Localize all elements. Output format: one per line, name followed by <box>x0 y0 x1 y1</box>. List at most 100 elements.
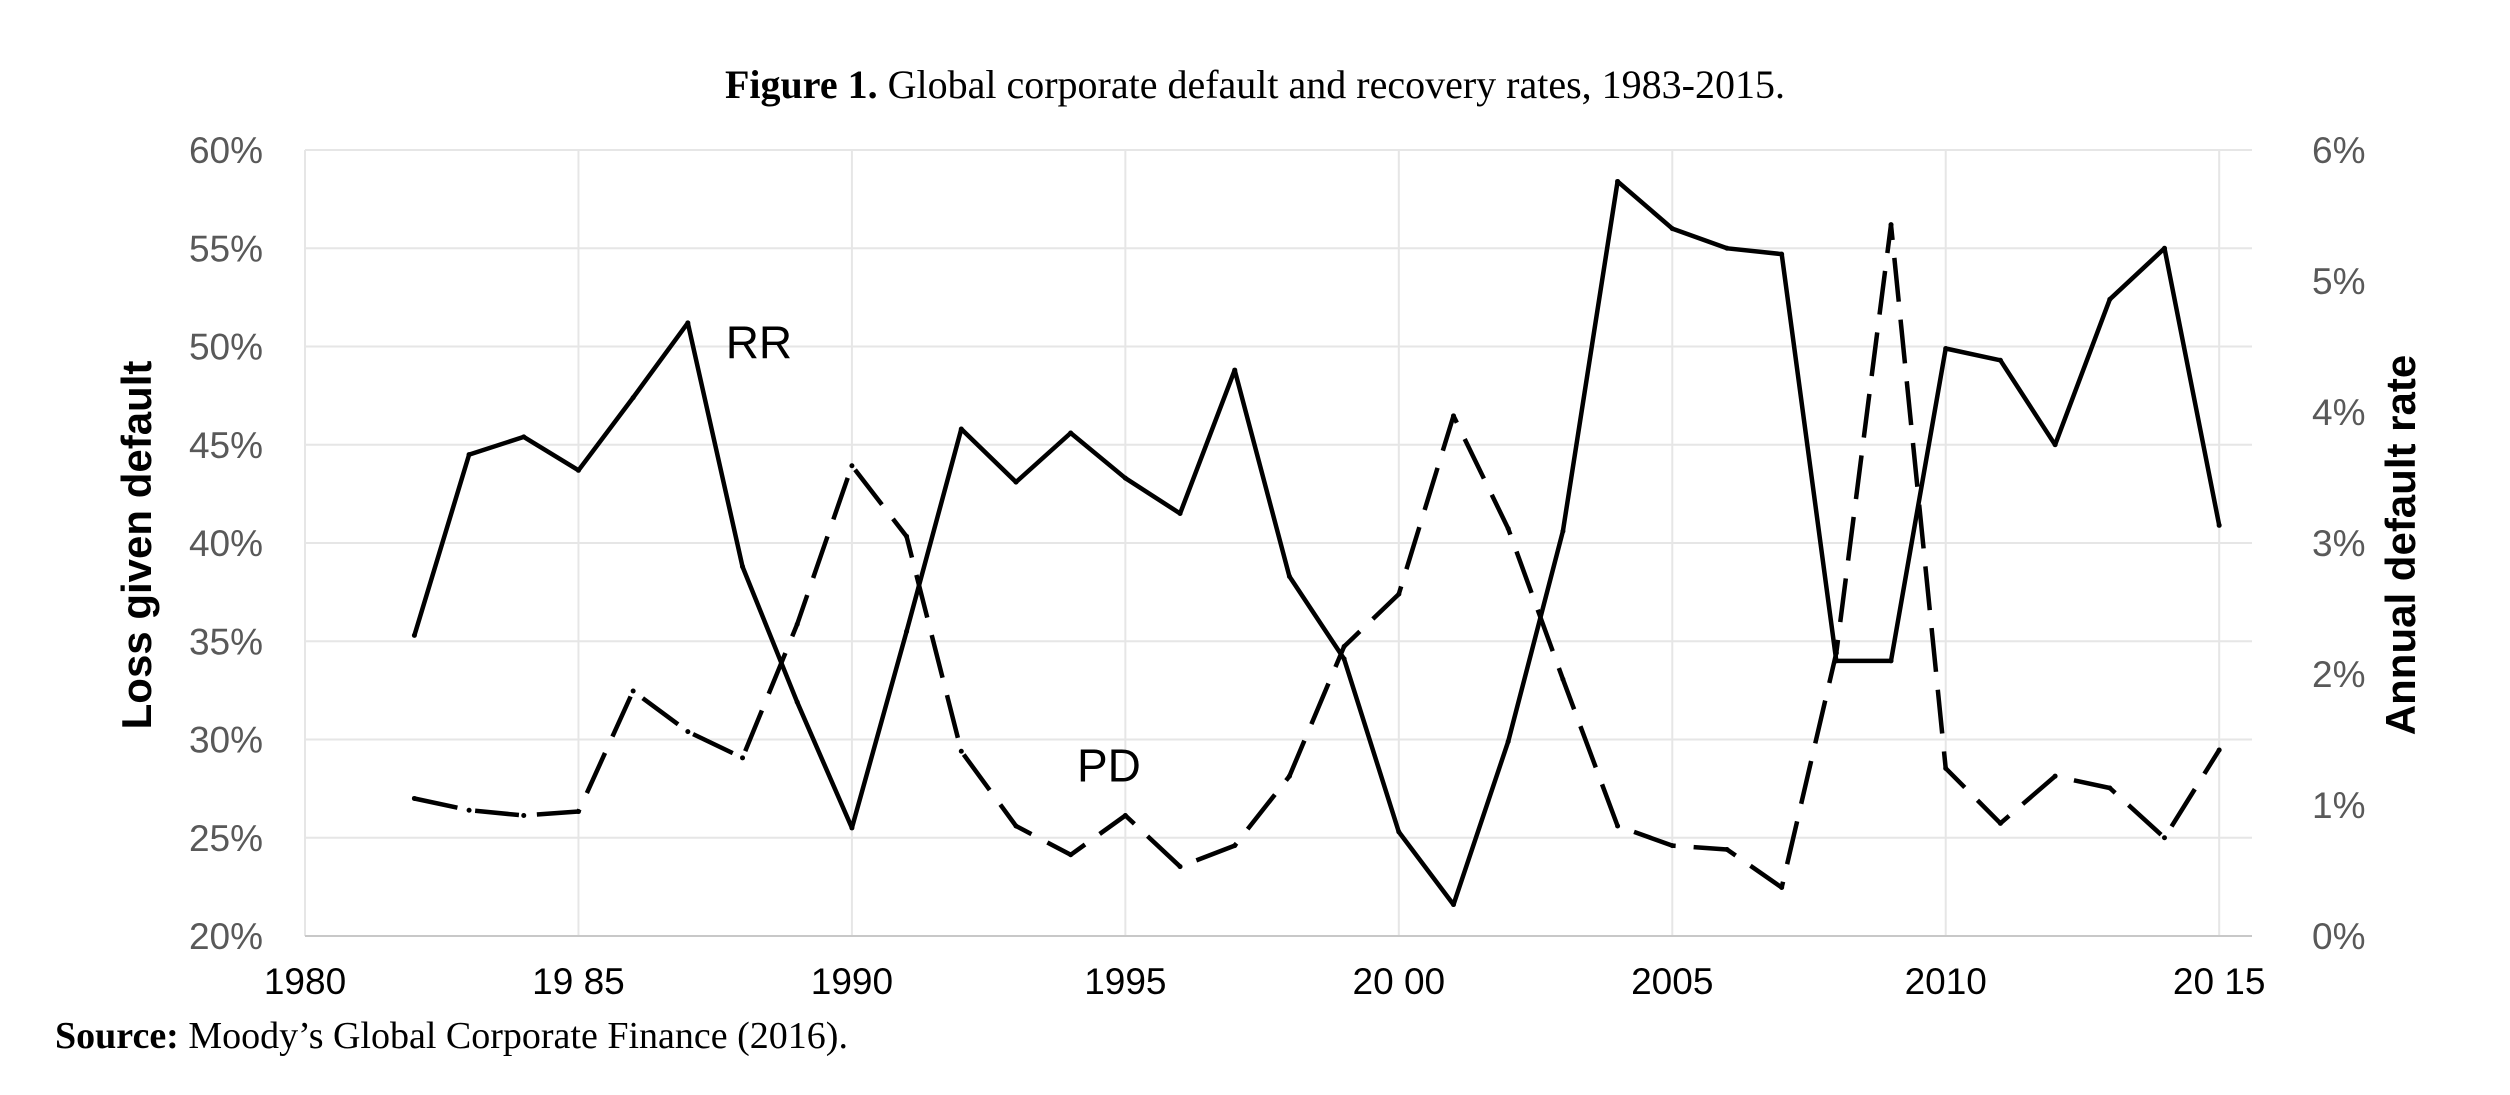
data-point-pd <box>1341 643 1347 649</box>
data-point-rr <box>1724 245 1730 251</box>
right-axis-ticks: 0% 1% 2% 3% 4% 5% 6% <box>2312 130 2365 957</box>
right-tick-label: 1% <box>2312 785 2365 826</box>
data-point-rr <box>2107 296 2113 302</box>
data-point-rr <box>2161 245 2167 251</box>
data-point-pd <box>1833 650 1839 656</box>
left-tick-label: 30% <box>189 720 263 761</box>
figure-title-label: Figure 1. <box>725 62 878 107</box>
data-point-rr <box>575 467 581 473</box>
x-tick-label: 2005 <box>1631 961 1713 1002</box>
data-point-rr <box>1177 511 1183 517</box>
data-point-pd <box>1232 843 1238 849</box>
series-annotations: RR PD <box>726 317 1141 792</box>
data-point-pd <box>575 809 581 815</box>
data-point-rr <box>1451 902 1457 908</box>
data-point-rr <box>1615 178 1621 184</box>
right-tick-label: 4% <box>2312 392 2365 433</box>
data-point-pd <box>411 795 417 801</box>
data-point-rr <box>685 320 691 326</box>
data-point-rr <box>2216 522 2222 528</box>
right-tick-label: 2% <box>2312 654 2365 695</box>
data-point-pd <box>1286 773 1292 779</box>
left-tick-label: 55% <box>189 228 263 269</box>
data-point-pd <box>1888 222 1894 228</box>
series-lines <box>411 178 2222 908</box>
data-point-pd <box>849 463 855 469</box>
data-point-rr <box>1286 573 1292 579</box>
data-point-rr <box>1396 829 1402 835</box>
data-point-rr <box>1341 656 1347 662</box>
data-point-rr <box>1997 357 2003 363</box>
right-tick-label: 0% <box>2312 916 2365 957</box>
data-point-rr <box>849 825 855 831</box>
left-tick-label: 60% <box>189 130 263 171</box>
data-point-rr <box>740 564 746 570</box>
right-tick-label: 3% <box>2312 523 2365 564</box>
data-point-pd <box>958 748 964 754</box>
annotation-rr: RR <box>726 317 792 369</box>
data-point-rr <box>1068 430 1074 436</box>
x-tick-label: 1990 <box>811 961 893 1002</box>
x-tick-label: 20 15 <box>2173 961 2266 1002</box>
data-point-pd <box>2216 747 2222 753</box>
x-tick-label: 1995 <box>1084 961 1166 1002</box>
data-point-pd <box>1177 864 1183 870</box>
data-point-rr <box>630 395 636 401</box>
data-point-rr <box>794 699 800 705</box>
data-point-pd <box>1560 676 1566 682</box>
data-point-pd <box>1122 812 1128 818</box>
left-axis-title: Loss given default <box>113 361 160 730</box>
data-point-pd <box>1068 852 1074 858</box>
data-point-rr <box>411 632 417 638</box>
left-tick-label: 35% <box>189 621 263 662</box>
data-point-rr <box>1669 226 1675 232</box>
annotation-pd: PD <box>1077 740 1141 792</box>
left-tick-label: 50% <box>189 327 263 368</box>
data-point-pd <box>794 621 800 627</box>
gridlines <box>304 149 2252 936</box>
data-point-pd <box>1505 526 1511 532</box>
left-tick-label: 45% <box>189 425 263 466</box>
data-point-rr <box>1779 251 1785 257</box>
data-point-rr <box>466 452 472 458</box>
source-label: Source: <box>55 1015 179 1057</box>
data-point-pd <box>466 807 472 813</box>
data-point-pd <box>2161 835 2167 841</box>
data-point-rr <box>1232 367 1238 373</box>
right-axis-title: Annual default rate <box>2377 355 2424 735</box>
x-axis-ticks: 1980 19 85 1990 1995 20 00 2005 2010 20 15 <box>264 961 2266 1002</box>
data-point-rr <box>521 434 527 440</box>
x-tick-label: 20 00 <box>1353 961 1446 1002</box>
data-point-rr <box>958 426 964 432</box>
data-point-pd <box>685 729 691 735</box>
data-point-pd <box>740 755 746 761</box>
data-point-pd <box>1724 847 1730 853</box>
data-point-pd <box>1779 885 1785 891</box>
x-tick-label: 19 85 <box>532 961 625 1002</box>
data-point-rr <box>1888 658 1894 664</box>
data-point-pd <box>1669 843 1675 849</box>
data-point-rr <box>1505 738 1511 744</box>
data-point-rr <box>904 628 910 634</box>
data-point-rr <box>1560 528 1566 534</box>
data-point-pd <box>630 688 636 694</box>
data-point-pd <box>1451 413 1457 419</box>
figure-title: Figure 1. Global corporate default and r… <box>725 62 1785 107</box>
left-axis-ticks: 20% 25% 30% 35% 40% 45% 50% 55% 60% <box>189 130 263 957</box>
data-point-pd <box>1997 820 2003 826</box>
right-tick-label: 5% <box>2312 261 2365 302</box>
data-point-rr <box>1122 475 1128 481</box>
series-line-pd <box>413 222 2222 890</box>
x-tick-label: 1980 <box>264 961 346 1002</box>
data-point-pd <box>904 533 910 539</box>
data-point-rr <box>1013 479 1019 485</box>
left-tick-label: 25% <box>189 818 263 859</box>
data-point-pd <box>2107 785 2113 791</box>
data-point-pd <box>1013 823 1019 829</box>
data-point-pd <box>521 812 527 818</box>
data-point-pd <box>1943 765 1949 771</box>
data-point-pd <box>1396 591 1402 597</box>
left-tick-label: 20% <box>189 916 263 957</box>
data-point-pd <box>1615 823 1621 829</box>
